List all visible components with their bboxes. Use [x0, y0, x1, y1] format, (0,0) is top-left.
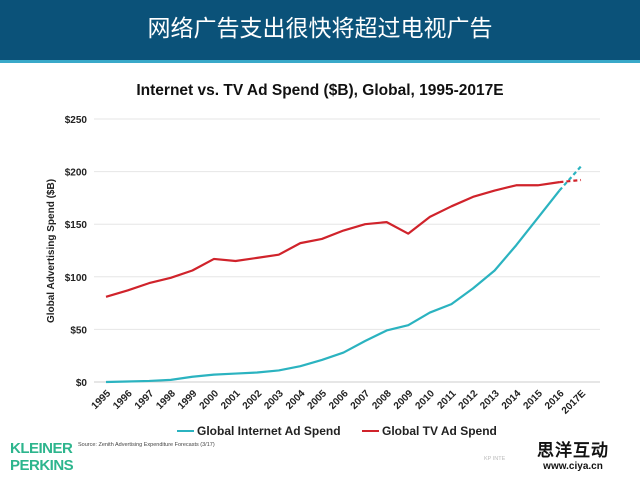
series-line-0 — [105, 189, 561, 384]
footer-kp-text: KP INTE — [484, 456, 506, 462]
x-tick-label: 2013 — [478, 388, 502, 412]
watermark-url: www.ciya.cn — [543, 461, 603, 472]
x-tick-label: 2001 — [219, 388, 243, 412]
x-tick-label: 2006 — [327, 388, 351, 412]
chart-title: Internet vs. TV Ad Spend ($B), Global, 1… — [136, 82, 504, 99]
series-forecast-segment-0 — [558, 165, 582, 192]
x-tick-label: 2010 — [413, 388, 437, 412]
line-chart: $0 $50 $100 $150 $200 $250 199519961997199819… — [46, 115, 600, 417]
legend-label-internet: Global Internet Ad Spend — [197, 424, 341, 438]
x-tick-label: 2009 — [392, 388, 416, 412]
y-tick-label: $50 — [70, 325, 87, 336]
y-tick-label: $250 — [65, 115, 88, 126]
legend: Global Internet Ad Spend Global TV Ad Sp… — [0, 424, 640, 440]
x-tick-label: 2007 — [349, 388, 373, 412]
kleiner-perkins-logo: KLEINER PERKINS — [10, 440, 74, 474]
x-tick-label: 2003 — [262, 388, 286, 412]
x-tick-label: 2014 — [500, 388, 524, 412]
x-tick-label: 2012 — [457, 388, 481, 412]
y-axis-label: Global Advertising Spend ($B) — [46, 179, 57, 323]
header-stripe — [0, 60, 640, 63]
x-tick-label: 1998 — [154, 388, 178, 412]
legend-swatch-tv — [362, 430, 379, 432]
x-tick-label: 2004 — [284, 388, 308, 412]
x-tick-label: 1995 — [90, 388, 114, 412]
x-tick-label: 1996 — [111, 388, 135, 412]
series-line-1 — [105, 181, 560, 298]
x-tick-label: 1999 — [176, 388, 200, 412]
source-note: Source: Zenith Advertising Expenditure F… — [78, 442, 215, 448]
x-tick-label: 1997 — [133, 388, 157, 412]
y-tick-label: $0 — [76, 378, 88, 389]
x-tick-label: 2008 — [370, 388, 394, 412]
legend-label-tv: Global TV Ad Spend — [382, 424, 497, 438]
x-tick-label: 2000 — [198, 388, 222, 412]
y-tick-label: $150 — [65, 220, 88, 231]
x-tick-label: 2005 — [306, 388, 330, 412]
watermark: 思洋互动 www.ciya.cn — [537, 441, 609, 473]
y-tick-label: $200 — [65, 168, 88, 179]
legend-item-internet: Global Internet Ad Spend — [177, 424, 341, 438]
slide-title: 网络广告支出很快将超过电视广告 — [147, 16, 493, 42]
legend-item-tv: Global TV Ad Spend — [362, 424, 497, 438]
y-tick-label: $100 — [65, 273, 88, 284]
x-tick-label: 2017E — [560, 388, 588, 416]
series-forecast-segment-1 — [559, 178, 582, 184]
x-tick-label: 2015 — [521, 388, 545, 412]
legend-swatch-internet — [177, 430, 194, 432]
watermark-cn: 思洋互动 — [537, 441, 609, 461]
x-tick-label: 2002 — [241, 388, 265, 412]
header-banner — [0, 0, 640, 60]
x-tick-label: 2011 — [435, 388, 458, 411]
